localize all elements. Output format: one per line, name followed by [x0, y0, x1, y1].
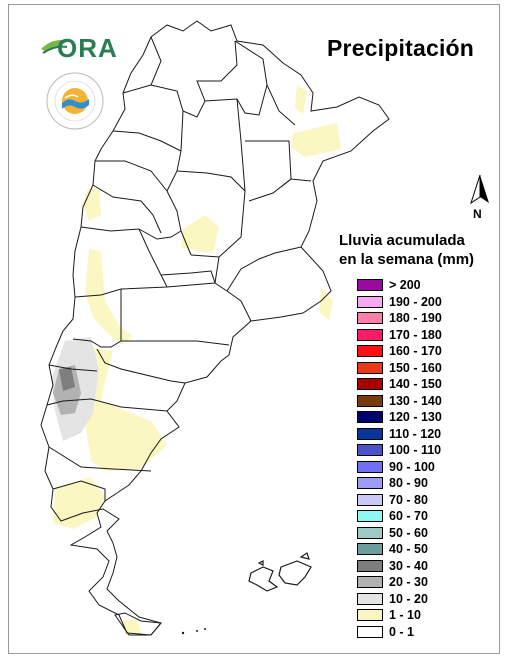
ora-leaf-icon — [41, 40, 69, 54]
legend-label: 1 - 10 — [389, 608, 421, 623]
legend-swatch — [357, 378, 383, 391]
legend-swatch — [357, 510, 383, 523]
legend-label: 150 - 160 — [389, 360, 442, 375]
legend-label: 0 - 1 — [389, 624, 415, 639]
legend-swatch — [357, 460, 383, 473]
legend-item: > 200 — [357, 277, 497, 294]
legend-label: 160 - 170 — [389, 344, 442, 359]
legend-item: 110 - 120 — [357, 426, 497, 443]
legend-title-line2: en la semana (mm) — [339, 251, 475, 268]
legend-item: 70 - 80 — [357, 492, 497, 509]
legend-item: 50 - 60 — [357, 525, 497, 542]
legend-item: 130 - 140 — [357, 393, 497, 410]
legend-label: 50 - 60 — [389, 525, 428, 540]
precipitation-legend: > 200 190 - 200 180 - 190 170 - 180 160 - 17… — [357, 277, 497, 640]
province-borders — [46, 36, 312, 501]
north-label: N — [473, 207, 482, 221]
legend-label: 30 - 40 — [389, 558, 428, 573]
legend-swatch — [357, 411, 383, 424]
legend-swatch — [357, 543, 383, 556]
legend-swatch — [357, 361, 383, 374]
rain-zone-30-40 — [59, 367, 75, 391]
legend-item: 190 - 200 — [357, 294, 497, 311]
map-title: Precipitación — [327, 35, 475, 61]
legend-swatch — [357, 609, 383, 622]
legend-swatch — [357, 427, 383, 440]
legend-label: 190 - 200 — [389, 294, 442, 309]
north-arrow: N — [465, 173, 495, 225]
legend-swatch — [357, 444, 383, 457]
legend-label: 180 - 190 — [389, 311, 442, 326]
legend-item: 160 - 170 — [357, 343, 497, 360]
legend-item: 80 - 90 — [357, 475, 497, 492]
legend-item: 40 - 50 — [357, 541, 497, 558]
legend-swatch — [357, 493, 383, 506]
legend-swatch — [357, 625, 383, 638]
ora-logo: ORA — [39, 31, 117, 65]
legend-swatch — [357, 559, 383, 572]
small-islands — [181, 628, 206, 635]
legend-label: 40 - 50 — [389, 542, 428, 557]
legend-swatch — [357, 592, 383, 605]
argentina-outline — [40, 20, 390, 636]
legend-label: 20 - 30 — [389, 575, 428, 590]
legend-item: 180 - 190 — [357, 310, 497, 327]
rain-zone-20-30 — [53, 365, 81, 415]
legend-label: 170 - 180 — [389, 327, 442, 342]
legend-item: 30 - 40 — [357, 558, 497, 575]
legend-label: 90 - 100 — [389, 459, 435, 474]
legend-swatch — [357, 279, 383, 292]
legend-label: 100 - 110 — [389, 443, 442, 458]
legend-item: 60 - 70 — [357, 508, 497, 525]
legend-label: 130 - 140 — [389, 393, 442, 408]
legend-label: 60 - 70 — [389, 509, 428, 524]
legend-label: 120 - 130 — [389, 410, 442, 425]
legend-swatch — [357, 295, 383, 308]
legend-item: 90 - 100 — [357, 459, 497, 476]
legend-item: 170 - 180 — [357, 327, 497, 344]
legend-item: 100 - 110 — [357, 442, 497, 459]
argentina-map — [40, 20, 390, 636]
tierra-del-fuego — [114, 612, 162, 636]
legend-label: 10 - 20 — [389, 591, 428, 606]
legend-label: 110 - 120 — [389, 426, 442, 441]
legend-label: 80 - 90 — [389, 476, 428, 491]
legend-swatch — [357, 345, 383, 358]
legend-item: 20 - 30 — [357, 574, 497, 591]
north-arrow-icon — [470, 174, 489, 205]
legend-item: 120 - 130 — [357, 409, 497, 426]
institute-seal — [45, 71, 105, 131]
legend-item: 0 - 1 — [357, 624, 497, 641]
legend-item: 150 - 160 — [357, 360, 497, 377]
legend-title: Lluvia acumulada en la semana (mm) — [339, 231, 474, 269]
legend-swatch — [357, 526, 383, 539]
legend-swatch — [357, 394, 383, 407]
legend-label: 140 - 150 — [389, 377, 442, 392]
legend-item: 10 - 20 — [357, 591, 497, 608]
map-frame: Precipitación ORA N Lluvia acumulada en … — [8, 4, 500, 654]
ora-logo-text: ORA — [57, 33, 118, 63]
legend-swatch — [357, 477, 383, 490]
legend-label: > 200 — [389, 278, 421, 293]
legend-item: 140 - 150 — [357, 376, 497, 393]
legend-swatch — [357, 328, 383, 341]
legend-label: 70 - 80 — [389, 492, 428, 507]
legend-title-line1: Lluvia acumulada — [339, 232, 465, 249]
legend-swatch — [357, 576, 383, 589]
institute-seal-icon — [46, 72, 104, 130]
malvinas-islands — [248, 552, 312, 592]
legend-swatch — [357, 312, 383, 325]
legend-item: 1 - 10 — [357, 607, 497, 624]
